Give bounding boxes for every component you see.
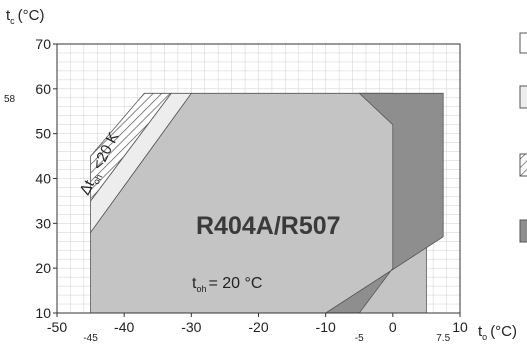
- y-tick-label: 30: [35, 215, 51, 231]
- y-tick-label: 20: [35, 260, 51, 276]
- legend: [519, 32, 527, 243]
- x-tick-label: -50: [47, 319, 67, 335]
- y-tick-label: 70: [35, 36, 51, 52]
- x-tick-label: 10: [452, 319, 468, 335]
- y-axis-label: tc (°C): [6, 7, 45, 26]
- legend-swatch-hatched: [519, 153, 527, 177]
- y-tick-label: 10: [35, 305, 51, 321]
- y-tick-label: 50: [35, 126, 51, 142]
- x-tick-label: -20: [248, 319, 268, 335]
- envelope-regions: [90, 92, 444, 314]
- y-extra-tick-label: 58: [4, 94, 16, 105]
- x-extra-tick-label: 7.5: [436, 333, 450, 344]
- chart-title: R404A/R507: [196, 212, 341, 240]
- y-tick-label: 40: [35, 171, 51, 187]
- legend-swatch-white: [519, 32, 527, 54]
- x-tick-label: -40: [114, 319, 134, 335]
- axis-ticks: -50 -40 -30 -20 -10 0 10-45 -5 7.510203040506070…: [4, 36, 468, 344]
- legend-swatch-light: [519, 85, 527, 109]
- x-tick-label: 0: [389, 319, 397, 335]
- x-extra-tick-label: -45: [83, 333, 98, 344]
- y-tick-label: 60: [35, 81, 51, 97]
- legend-swatch-dark: [519, 219, 527, 243]
- x-tick-label: -10: [316, 319, 336, 335]
- superheat-note: toh = 20 °C: [192, 275, 262, 294]
- x-axis-label: to (°C): [478, 323, 517, 342]
- x-extra-tick-label: -5: [355, 333, 364, 344]
- x-tick-label: -30: [181, 319, 201, 335]
- region-hatched: [90, 92, 172, 203]
